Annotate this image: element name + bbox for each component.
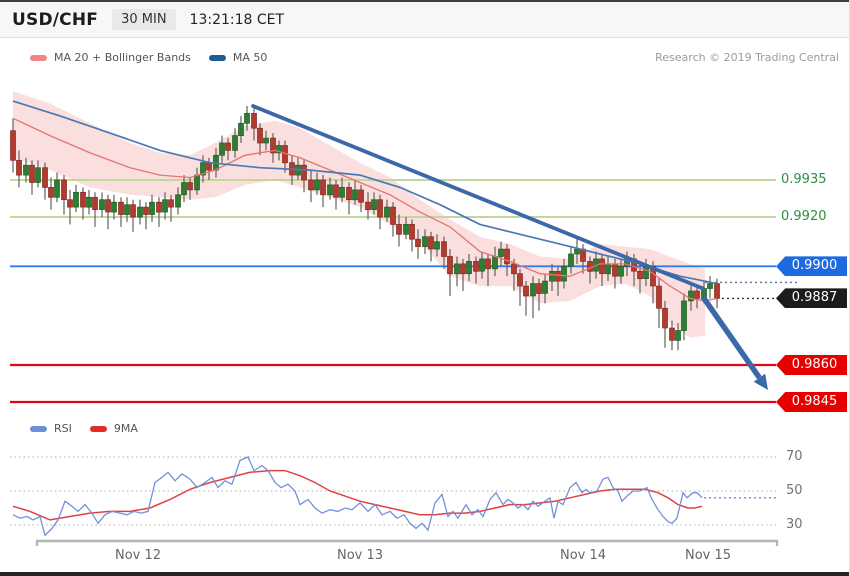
research-credit: Research © 2019 Trading Central [655,51,839,64]
rsi-line [12,456,703,537]
window-bottom-edge [0,572,849,576]
legend-item-rsi: RSI [30,422,72,435]
candlesticks [10,106,720,351]
ma50-swatch-icon [208,54,226,61]
ma20-line [12,117,718,302]
time-range-navigator[interactable] [35,539,779,546]
forecast-arrow-head-icon [753,373,768,390]
timeframe-badge[interactable]: 30 MIN [112,9,176,30]
ma20-swatch-icon [30,54,47,61]
legend-item-9ma: 9MA [89,422,138,435]
rsi-9ma-line [12,469,703,521]
rsi-swatch-icon [30,425,47,432]
forecast-arrow-shaft [700,295,762,380]
chart-header: USD/CHF 30 MIN 13:21:18 CET [0,2,849,38]
timestamp: 13:21:18 CET [189,11,285,28]
ma50-line [12,100,718,285]
legend-item-ma50: MA 50 [208,51,268,64]
bollinger-band-area [13,91,705,338]
descending-trendline [251,104,705,291]
main-chart-legend: MA 20 + Bollinger Bands MA 50 [30,51,267,64]
legend-label: MA 20 + Bollinger Bands [54,51,191,64]
legend-label: RSI [54,422,72,435]
legend-item-ma20-bollinger: MA 20 + Bollinger Bands [30,51,191,64]
instrument-name: USD/CHF [12,9,99,30]
window-top-edge [0,0,849,2]
rsi-legend: RSI 9MA [30,422,138,435]
nine-ma-swatch-icon [89,425,107,432]
legend-label: MA 50 [232,51,268,64]
legend-label: 9MA [113,422,138,435]
